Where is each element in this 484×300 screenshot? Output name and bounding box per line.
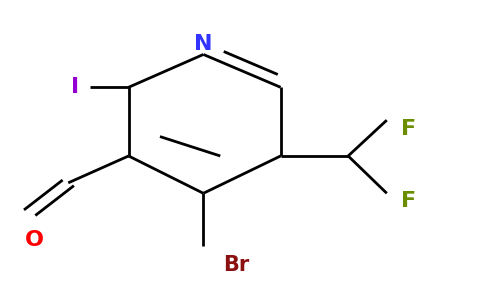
Text: F: F <box>401 191 416 211</box>
Text: N: N <box>194 34 212 54</box>
Text: F: F <box>401 119 416 139</box>
Text: Br: Br <box>223 255 249 275</box>
Text: I: I <box>72 77 79 97</box>
Text: O: O <box>25 230 44 250</box>
